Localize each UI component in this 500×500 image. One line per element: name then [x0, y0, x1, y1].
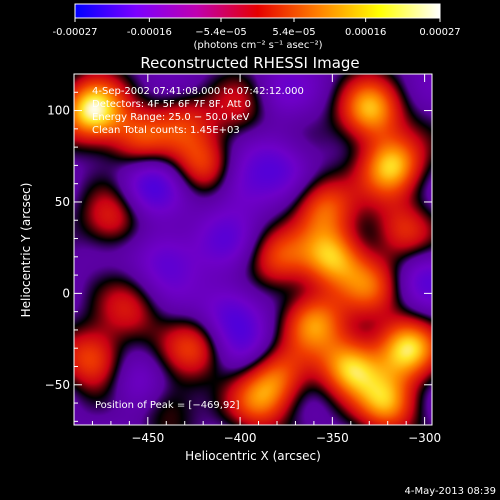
chart-title: Reconstructed RHESSI Image: [140, 54, 359, 72]
annotations: 4-Sep-2002 07:41:08.000 to 07:42:12.000 D…: [92, 86, 304, 136]
colorbar: -0.00027 -0.00016 −5.4e−05 5.4e−05 0.00016 0.…: [53, 3, 461, 51]
annotation-line: Clean Total counts: 1.45E+03: [92, 125, 240, 136]
annotation-line: Energy Range: 25.0 − 50.0 keV: [92, 112, 249, 123]
y-tick-label: 50: [55, 195, 70, 209]
y-tick-label: 0: [62, 286, 70, 300]
colorbar-tick-label: −5.4e−05: [195, 27, 247, 38]
colorbar-ticks: -0.00027 -0.00016 −5.4e−05 5.4e−05 0.00016 0.…: [53, 18, 461, 38]
colorbar-tick-label: 0.00027: [419, 27, 460, 38]
peak-position-label: Position of Peak = [−469,92]: [95, 400, 240, 411]
colorbar-tick-label: 5.4e−05: [272, 27, 315, 38]
x-tick-label: −300: [408, 431, 441, 445]
colorbar-units: (photons cm⁻² s⁻¹ asec⁻²): [193, 40, 322, 51]
plot-area: [73, 73, 433, 426]
y-tick-label: −50: [45, 378, 70, 392]
x-tick-label: −350: [316, 431, 349, 445]
footer-timestamp: 4-May-2013 08:39: [404, 486, 496, 497]
annotation-line: 4-Sep-2002 07:41:08.000 to 07:42:12.000: [92, 86, 304, 97]
y-axis: −50 0 50 100: [45, 73, 432, 422]
colorbar-tick-label: -0.00027: [53, 27, 98, 38]
annotation-line: Detectors: 4F 5F 6F 7F 8F, Att 0: [92, 99, 251, 110]
y-tick-label: 100: [47, 104, 70, 118]
colorbar-tick-label: -0.00016: [127, 27, 172, 38]
x-tick-label: −400: [224, 431, 257, 445]
x-tick-label: −450: [131, 431, 164, 445]
x-axis-label: Heliocentric X (arcsec): [185, 449, 321, 463]
colorbar-gradient: [74, 3, 441, 19]
heatmap-image: [74, 74, 432, 425]
x-axis: −450 −400 −350 −300: [73, 74, 441, 445]
colorbar-tick-label: 0.00016: [345, 27, 386, 38]
y-axis-label: Heliocentric Y (arcsec): [19, 183, 33, 318]
plot-frame: [73, 73, 433, 426]
